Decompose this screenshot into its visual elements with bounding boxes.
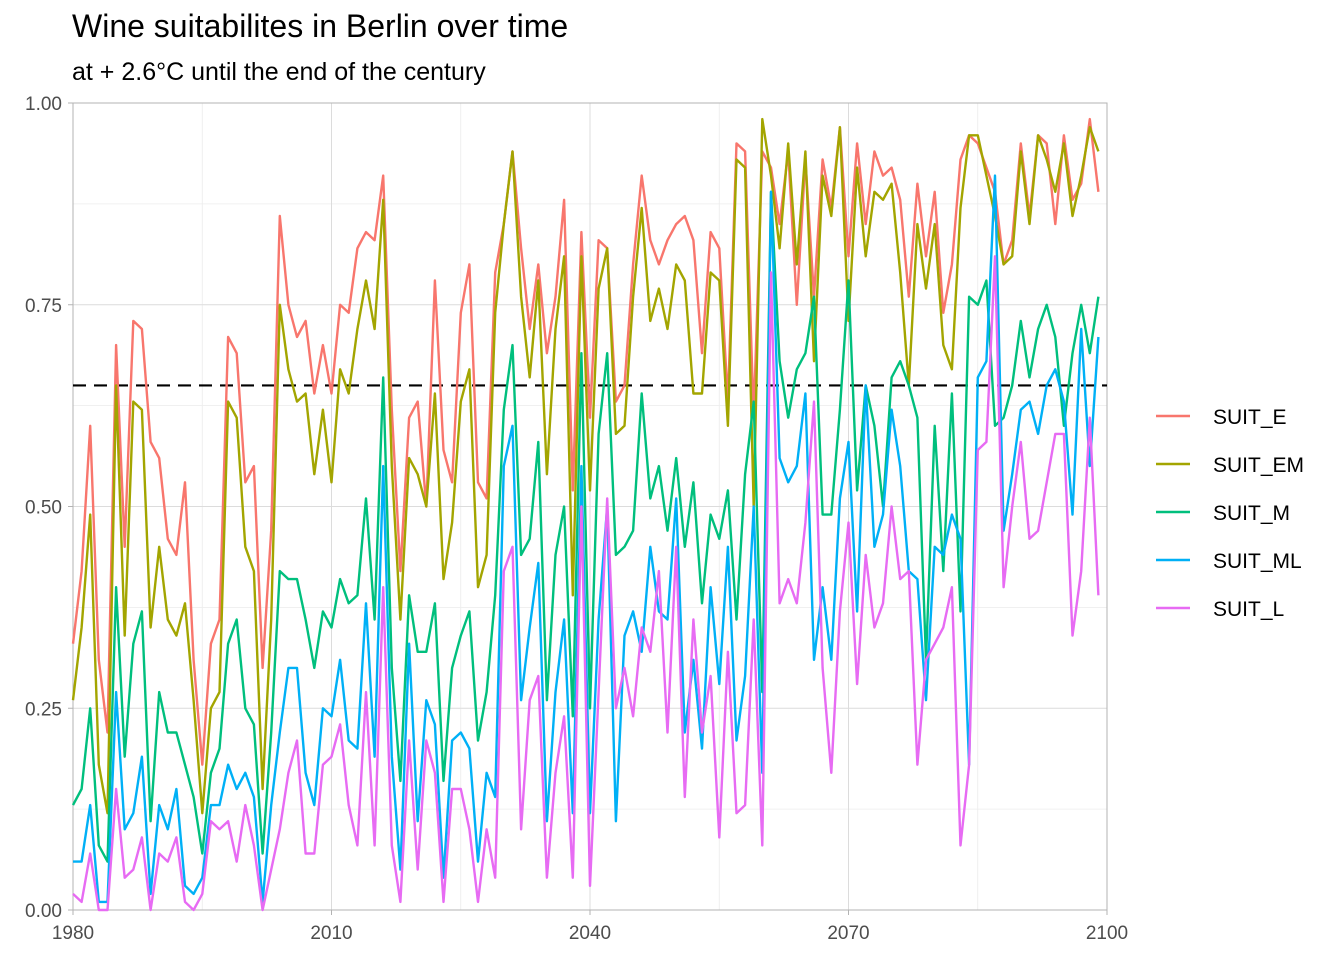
series-line-suit-em — [71, 117, 1100, 815]
axis-tick-labels: 1980 2010 2040 2070 2100 0.00 0.25 0.50 0.75 1.00 — [25, 94, 1128, 944]
legend-label: SUIT_M — [1213, 502, 1290, 525]
x-tick-label: 1980 — [52, 923, 94, 944]
chart-title: Wine suitabilites in Berlin over time — [72, 8, 569, 44]
y-tick-label: 0.50 — [25, 498, 62, 519]
y-tick-label: 1.00 — [25, 94, 62, 115]
legend-label: SUIT_ML — [1213, 550, 1302, 573]
series-line-suit-ml — [73, 174, 1100, 904]
legend-label: SUIT_L — [1213, 598, 1284, 621]
legend-label: SUIT_E — [1213, 406, 1287, 429]
legend-label: SUIT_EM — [1213, 454, 1304, 477]
y-tick-label: 0.25 — [25, 699, 62, 720]
x-tick-label: 2010 — [310, 923, 352, 944]
series-line-suit-e — [71, 117, 1100, 766]
series-line-suit-m — [71, 190, 1100, 863]
series-lines — [71, 117, 1100, 912]
legend: SUIT_E SUIT_EM SUIT_M SUIT_ML SUIT_L — [1156, 406, 1304, 621]
y-tick-label: 0.00 — [25, 901, 62, 922]
series-line-suit-l — [72, 255, 1100, 912]
chart-subtitle: at + 2.6°C until the end of the century — [72, 58, 486, 86]
x-tick-label: 2070 — [827, 923, 869, 944]
x-tick-label: 2100 — [1086, 923, 1128, 944]
y-tick-label: 0.75 — [25, 296, 62, 317]
x-tick-label: 2040 — [569, 923, 611, 944]
